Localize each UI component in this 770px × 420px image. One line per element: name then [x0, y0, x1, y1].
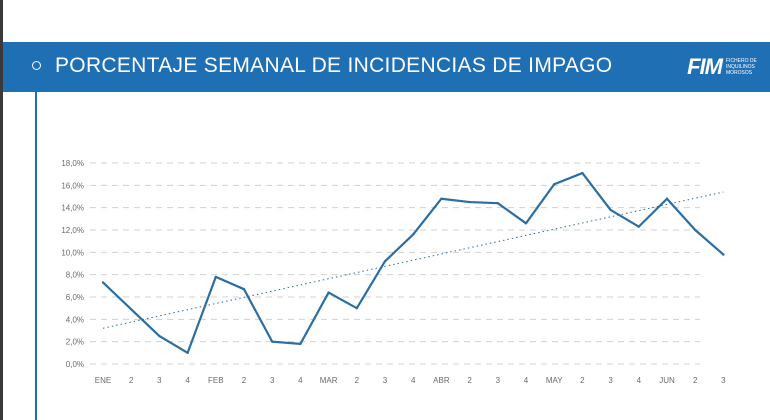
data-point — [101, 281, 105, 284]
data-point — [158, 334, 161, 338]
x-tick-label: 3 — [157, 376, 162, 385]
data-point — [637, 225, 640, 228]
y-tick-label: 16,0% — [61, 181, 84, 190]
x-tick-label: 2 — [580, 376, 585, 385]
data-point — [355, 306, 358, 310]
data-point — [214, 275, 217, 279]
data-point — [186, 351, 189, 355]
data-point — [609, 208, 612, 212]
data-point — [694, 228, 697, 232]
x-tick-label: 2 — [693, 376, 698, 385]
x-tick-label: 3 — [608, 376, 613, 385]
y-tick-label: 0,0% — [66, 360, 84, 369]
data-point — [524, 222, 528, 225]
title-banner: PORCENTAJE SEMANAL DE INCIDENCIAS DE IMP… — [3, 42, 770, 92]
window-left-edge — [0, 0, 3, 420]
x-tick-label: 4 — [524, 376, 529, 385]
y-tick-label: 2,0% — [66, 338, 84, 347]
data-point — [271, 340, 274, 343]
x-tick-label: JUN — [659, 376, 675, 385]
y-tick-label: 14,0% — [61, 204, 84, 213]
data-point — [412, 233, 415, 236]
x-tick-label: 4 — [298, 376, 303, 385]
data-point — [722, 253, 725, 256]
timeline-line — [35, 70, 37, 420]
data-point — [581, 171, 584, 175]
y-tick-label: 10,0% — [61, 248, 84, 257]
x-tick-label: 3 — [496, 376, 501, 385]
series-line — [102, 171, 725, 354]
x-tick-label: 2 — [129, 376, 134, 385]
fim-logo: FIM FICHERO DE INQUILINOS MOROSOS — [687, 54, 762, 80]
data-point — [440, 197, 443, 200]
logo-mark: FIM — [687, 54, 723, 79]
x-tick-label: 3 — [270, 376, 275, 385]
circle-marker-icon — [32, 61, 41, 70]
data-point — [665, 197, 669, 200]
data-point — [383, 260, 387, 263]
data-point — [496, 202, 499, 205]
x-tick-label: 2 — [355, 376, 360, 385]
y-tick-label: 4,0% — [66, 315, 84, 324]
data-point — [327, 291, 330, 294]
data-point — [553, 183, 556, 186]
x-tick-label: 3 — [721, 376, 726, 385]
y-tick-label: 6,0% — [66, 293, 84, 302]
data-point — [242, 287, 246, 291]
y-tick-label: 12,0% — [61, 226, 84, 235]
x-tick-label: 3 — [383, 376, 388, 385]
x-tick-label: 4 — [637, 376, 642, 385]
x-tick-label: 4 — [411, 376, 416, 385]
y-tick-label: 8,0% — [66, 271, 84, 280]
data-point — [130, 308, 133, 311]
data-point — [468, 200, 471, 204]
y-tick-label: 18,0% — [61, 159, 84, 168]
trendline — [102, 191, 724, 329]
x-tick-label: 4 — [185, 376, 190, 385]
data-point — [299, 342, 302, 346]
x-tick-label: ABR — [433, 376, 450, 385]
page-title: PORCENTAJE SEMANAL DE INCIDENCIAS DE IMP… — [55, 54, 613, 77]
x-tick-label: 2 — [242, 376, 247, 385]
logo-text: FICHERO DE INQUILINOS MOROSOS — [726, 58, 757, 76]
x-tick-label: MAY — [546, 376, 563, 385]
x-tick-label: MAR — [320, 376, 338, 385]
x-tick-label: 2 — [467, 376, 472, 385]
x-tick-label: ENE — [95, 376, 111, 385]
x-tick-label: FEB — [208, 376, 224, 385]
